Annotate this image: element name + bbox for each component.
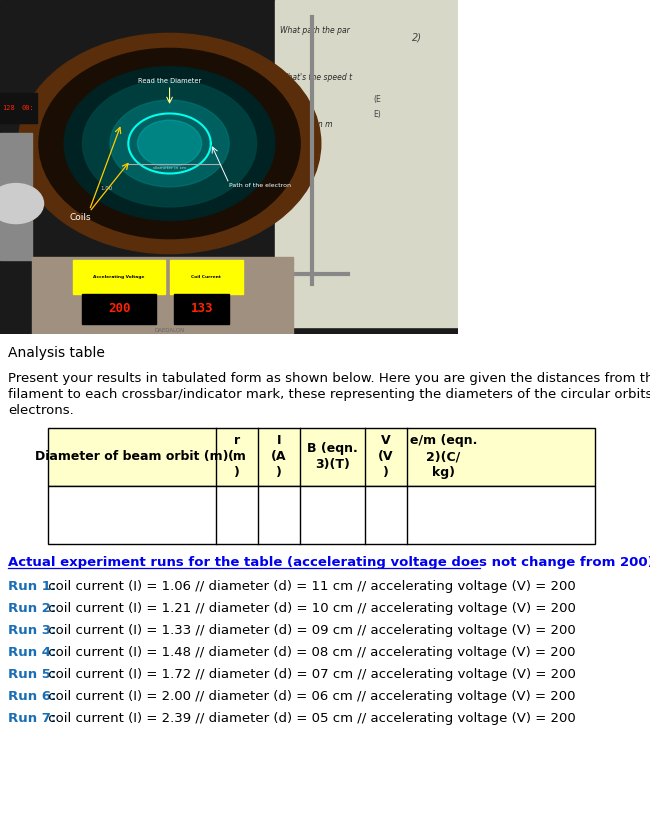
Text: Run 2:: Run 2: bbox=[8, 602, 57, 615]
Text: Coil Current: Coil Current bbox=[191, 275, 221, 279]
Text: V
(V
): V (V ) bbox=[378, 434, 394, 480]
Text: What path the par: What path the par bbox=[280, 26, 349, 35]
Text: Actual experiment runs for the table (accelerating voltage does not change from : Actual experiment runs for the table (ac… bbox=[8, 556, 650, 569]
Text: What's the speed t: What's the speed t bbox=[280, 73, 352, 82]
Bar bbox=[83, 293, 156, 324]
Text: R = ?: R = ? bbox=[280, 173, 300, 182]
Text: e/m (eqn.
2)(C/
kg): e/m (eqn. 2)(C/ kg) bbox=[410, 434, 477, 480]
Text: r
(m
): r (m ) bbox=[227, 434, 246, 480]
Text: coil current (I) = 1.72 // diameter (d) = 07 cm // accelerating voltage (V) = 20: coil current (I) = 1.72 // diameter (d) … bbox=[44, 668, 576, 681]
Text: Coils: Coils bbox=[70, 213, 91, 222]
Text: coil current (I) = 1.06 // diameter (d) = 11 cm // accelerating voltage (V) = 20: coil current (I) = 1.06 // diameter (d) … bbox=[44, 580, 576, 592]
Text: Run 7:: Run 7: bbox=[8, 712, 57, 725]
Text: Path of the electron: Path of the electron bbox=[229, 183, 291, 188]
Text: filament to each crossbar/indicator mark, these representing the diameters of th: filament to each crossbar/indicator mark… bbox=[8, 388, 650, 400]
Text: DAEDALON: DAEDALON bbox=[155, 328, 185, 333]
Text: coil current (I) = 2.39 // diameter (d) = 05 cm // accelerating voltage (V) = 20: coil current (I) = 2.39 // diameter (d) … bbox=[44, 712, 576, 725]
Bar bbox=[0, 133, 32, 260]
Text: 2): 2) bbox=[413, 32, 422, 42]
Bar bbox=[48, 428, 595, 486]
Circle shape bbox=[83, 80, 257, 207]
Text: Analysis table: Analysis table bbox=[8, 346, 105, 360]
Text: Run 3:: Run 3: bbox=[8, 624, 57, 637]
Circle shape bbox=[39, 49, 300, 239]
Text: Run 5:: Run 5: bbox=[8, 668, 57, 681]
Circle shape bbox=[110, 101, 229, 187]
Bar bbox=[48, 486, 595, 544]
Text: 00:: 00: bbox=[22, 105, 34, 111]
Text: What's E in m: What's E in m bbox=[280, 119, 332, 129]
Text: coil current (I) = 2.00 // diameter (d) = 06 cm // accelerating voltage (V) = 20: coil current (I) = 2.00 // diameter (d) … bbox=[44, 690, 576, 703]
Bar bbox=[275, 0, 458, 327]
Circle shape bbox=[64, 67, 275, 220]
Text: coil current (I) = 1.48 // diameter (d) = 08 cm // accelerating voltage (V) = 20: coil current (I) = 1.48 // diameter (d) … bbox=[44, 646, 576, 659]
Bar bbox=[32, 257, 293, 334]
Text: coil current (I) = 1.33 // diameter (d) = 09 cm // accelerating voltage (V) = 20: coil current (I) = 1.33 // diameter (d) … bbox=[44, 624, 576, 637]
Text: Read the Diameter: Read the Diameter bbox=[138, 78, 202, 84]
Circle shape bbox=[0, 184, 44, 223]
Text: 133: 133 bbox=[190, 302, 213, 316]
Text: 128: 128 bbox=[3, 105, 15, 111]
Text: Run 4:: Run 4: bbox=[8, 646, 57, 659]
Text: Run 6:: Run 6: bbox=[8, 690, 57, 703]
Text: Present your results in tabulated form as shown below. Here you are given the di: Present your results in tabulated form a… bbox=[8, 372, 650, 385]
Text: Run 1:: Run 1: bbox=[8, 580, 57, 592]
Bar bbox=[174, 293, 229, 324]
Bar bbox=[0, 93, 36, 124]
Text: diameter in cm: diameter in cm bbox=[153, 166, 186, 170]
Text: Diameter of beam orbit (m): Diameter of beam orbit (m) bbox=[35, 450, 229, 463]
Circle shape bbox=[18, 33, 320, 254]
Text: Accelerating Voltage: Accelerating Voltage bbox=[94, 275, 145, 279]
Text: electrons.: electrons. bbox=[8, 404, 73, 417]
Bar bbox=[73, 260, 165, 293]
Text: 1.00: 1.00 bbox=[101, 186, 113, 191]
Circle shape bbox=[138, 120, 202, 167]
Bar bbox=[170, 260, 243, 293]
Text: (E
 
E): (E E) bbox=[374, 95, 381, 119]
Text: I
(A
): I (A ) bbox=[271, 434, 287, 480]
Text: B (eqn.
3)(T): B (eqn. 3)(T) bbox=[307, 442, 358, 471]
Text: coil current (I) = 1.21 // diameter (d) = 10 cm // accelerating voltage (V) = 20: coil current (I) = 1.21 // diameter (d) … bbox=[44, 602, 576, 615]
Text: 200: 200 bbox=[108, 302, 131, 316]
